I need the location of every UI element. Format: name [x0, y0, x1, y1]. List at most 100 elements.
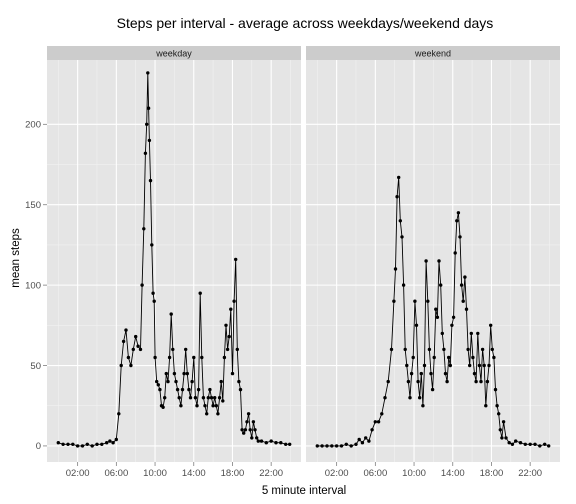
data-point	[219, 379, 223, 384]
data-point	[393, 267, 398, 271]
data-point	[357, 437, 361, 442]
strip-background	[47, 46, 301, 60]
data-point	[489, 323, 493, 327]
data-point	[401, 283, 406, 287]
data-point	[126, 355, 131, 360]
data-point	[75, 444, 80, 448]
data-point	[200, 355, 204, 360]
data-point	[448, 363, 452, 368]
data-point	[151, 291, 155, 295]
data-point	[232, 299, 236, 303]
data-point	[533, 442, 537, 446]
data-point	[259, 439, 264, 443]
data-point	[274, 441, 278, 445]
data-point	[131, 347, 135, 352]
data-point	[370, 428, 374, 432]
data-point	[158, 387, 162, 392]
data-point	[193, 396, 198, 400]
data-point	[447, 355, 451, 360]
data-point	[422, 363, 427, 368]
data-point	[184, 347, 188, 352]
x-tick-label: 02:00	[325, 468, 349, 479]
data-point	[424, 259, 428, 263]
data-point	[392, 299, 396, 303]
data-point	[146, 71, 150, 75]
data-point	[507, 441, 511, 445]
data-point	[195, 404, 199, 408]
data-point	[476, 331, 480, 336]
data-point	[188, 396, 193, 400]
data-point	[148, 178, 153, 183]
data-point	[405, 363, 409, 368]
data-point	[504, 436, 508, 440]
data-point	[325, 444, 329, 448]
data-point	[240, 428, 244, 432]
x-tick-label: 18:00	[221, 468, 245, 479]
data-point	[95, 442, 99, 446]
data-point	[182, 371, 186, 376]
data-point	[80, 444, 85, 448]
chart-title: Steps per interval - average across week…	[117, 15, 494, 31]
data-point	[209, 396, 214, 400]
y-axis-title: mean steps	[10, 228, 22, 288]
data-point	[134, 334, 138, 339]
strip-background	[306, 46, 560, 60]
x-tick-label: 06:00	[363, 468, 387, 479]
data-point	[216, 412, 220, 416]
data-point	[185, 371, 189, 376]
data-point	[246, 412, 251, 416]
data-point	[367, 439, 371, 443]
data-point	[217, 396, 222, 400]
x-tick-label: 02:00	[66, 468, 90, 479]
data-point	[119, 363, 123, 368]
data-point	[124, 328, 128, 332]
data-point	[418, 396, 422, 400]
data-point	[386, 379, 390, 384]
x-tick-label: 22:00	[259, 468, 283, 479]
data-point	[471, 355, 475, 360]
data-point	[214, 404, 218, 408]
data-point	[203, 404, 207, 408]
panel-weekday: weekday	[47, 46, 301, 462]
data-point	[234, 257, 238, 262]
data-point	[136, 344, 140, 348]
data-point	[479, 379, 483, 384]
data-point	[442, 347, 446, 352]
panel-background	[47, 60, 301, 462]
data-point	[430, 387, 435, 392]
x-tick-label: 10:00	[402, 468, 426, 479]
data-point	[397, 175, 401, 180]
data-point	[206, 396, 210, 400]
panel-background	[306, 60, 560, 462]
data-point	[426, 299, 430, 303]
data-point	[482, 363, 486, 368]
data-point	[175, 387, 180, 392]
data-point	[169, 312, 173, 316]
data-point	[177, 396, 181, 400]
data-point	[501, 420, 506, 424]
data-point	[461, 299, 465, 303]
data-point	[256, 439, 260, 443]
data-point	[222, 355, 227, 360]
data-point	[547, 444, 551, 448]
x-tick-label: 14:00	[441, 468, 465, 479]
data-point	[477, 363, 482, 368]
data-point	[85, 442, 90, 446]
data-point	[205, 412, 209, 416]
data-point	[500, 436, 504, 440]
data-point	[349, 444, 353, 448]
data-point	[468, 363, 472, 368]
data-point	[147, 138, 152, 143]
data-point	[472, 371, 477, 376]
data-point	[376, 420, 381, 424]
data-point	[288, 442, 292, 446]
data-point	[440, 331, 444, 336]
data-point	[427, 347, 432, 352]
data-point	[171, 347, 175, 352]
data-point	[146, 106, 151, 110]
data-point	[201, 396, 206, 400]
data-point	[510, 442, 515, 446]
data-point	[330, 444, 334, 448]
data-point	[248, 428, 252, 432]
data-point	[138, 347, 143, 352]
